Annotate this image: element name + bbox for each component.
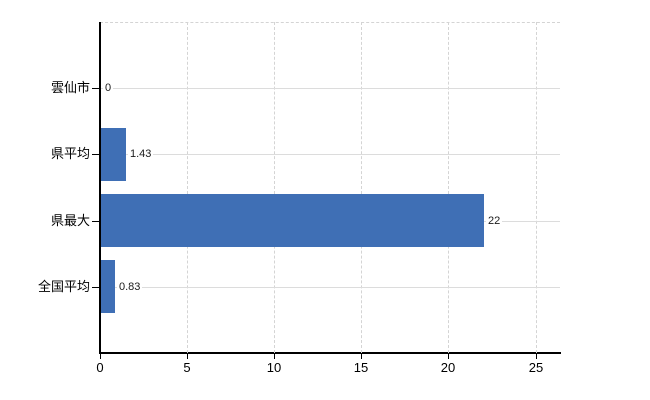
bar-row-1 xyxy=(101,128,126,181)
y-axis-tick-2 xyxy=(92,221,99,222)
x-tick-label-10: 10 xyxy=(266,360,282,375)
x-tick-label-20: 20 xyxy=(440,360,456,375)
gridline-h-row-0 xyxy=(101,88,560,89)
x-axis xyxy=(99,352,561,354)
x-tick-label-25: 25 xyxy=(528,360,544,375)
x-axis-tick-0 xyxy=(100,354,101,359)
category-label-1: 県平均 xyxy=(50,146,90,161)
category-label-0: 雲仙市 xyxy=(50,80,90,95)
x-axis-tick-15 xyxy=(361,354,362,359)
category-label-3: 全国平均 xyxy=(37,279,90,294)
category-label-2: 県最大 xyxy=(50,213,90,228)
value-label-1: 1.43 xyxy=(128,147,154,161)
gridline-v-5 xyxy=(187,22,189,353)
x-axis-tick-10 xyxy=(274,354,275,359)
gridline-v-25 xyxy=(535,22,537,353)
gridline-v-20 xyxy=(448,22,450,353)
gridline-v-10 xyxy=(274,22,276,353)
bar-row-2 xyxy=(101,194,484,247)
y-axis-tick-3 xyxy=(92,287,99,288)
y-axis-tick-1 xyxy=(92,154,99,155)
x-tick-label-0: 0 xyxy=(96,360,104,375)
bar-row-3 xyxy=(101,260,115,313)
x-tick-label-5: 5 xyxy=(183,360,191,375)
y-axis-tick-0 xyxy=(92,88,99,89)
x-axis-tick-20 xyxy=(448,354,449,359)
value-label-0: 0 xyxy=(103,81,114,95)
gridline-v-15 xyxy=(361,22,363,353)
value-label-3: 0.83 xyxy=(117,280,143,294)
value-label-2: 22 xyxy=(486,214,503,228)
plot-area xyxy=(100,22,560,353)
y-axis xyxy=(99,22,101,354)
x-tick-label-15: 15 xyxy=(353,360,369,375)
x-axis-tick-25 xyxy=(536,354,537,359)
gridline-h-row-3 xyxy=(101,287,560,288)
x-axis-tick-5 xyxy=(187,354,188,359)
gridline-h-row-1 xyxy=(101,154,560,155)
